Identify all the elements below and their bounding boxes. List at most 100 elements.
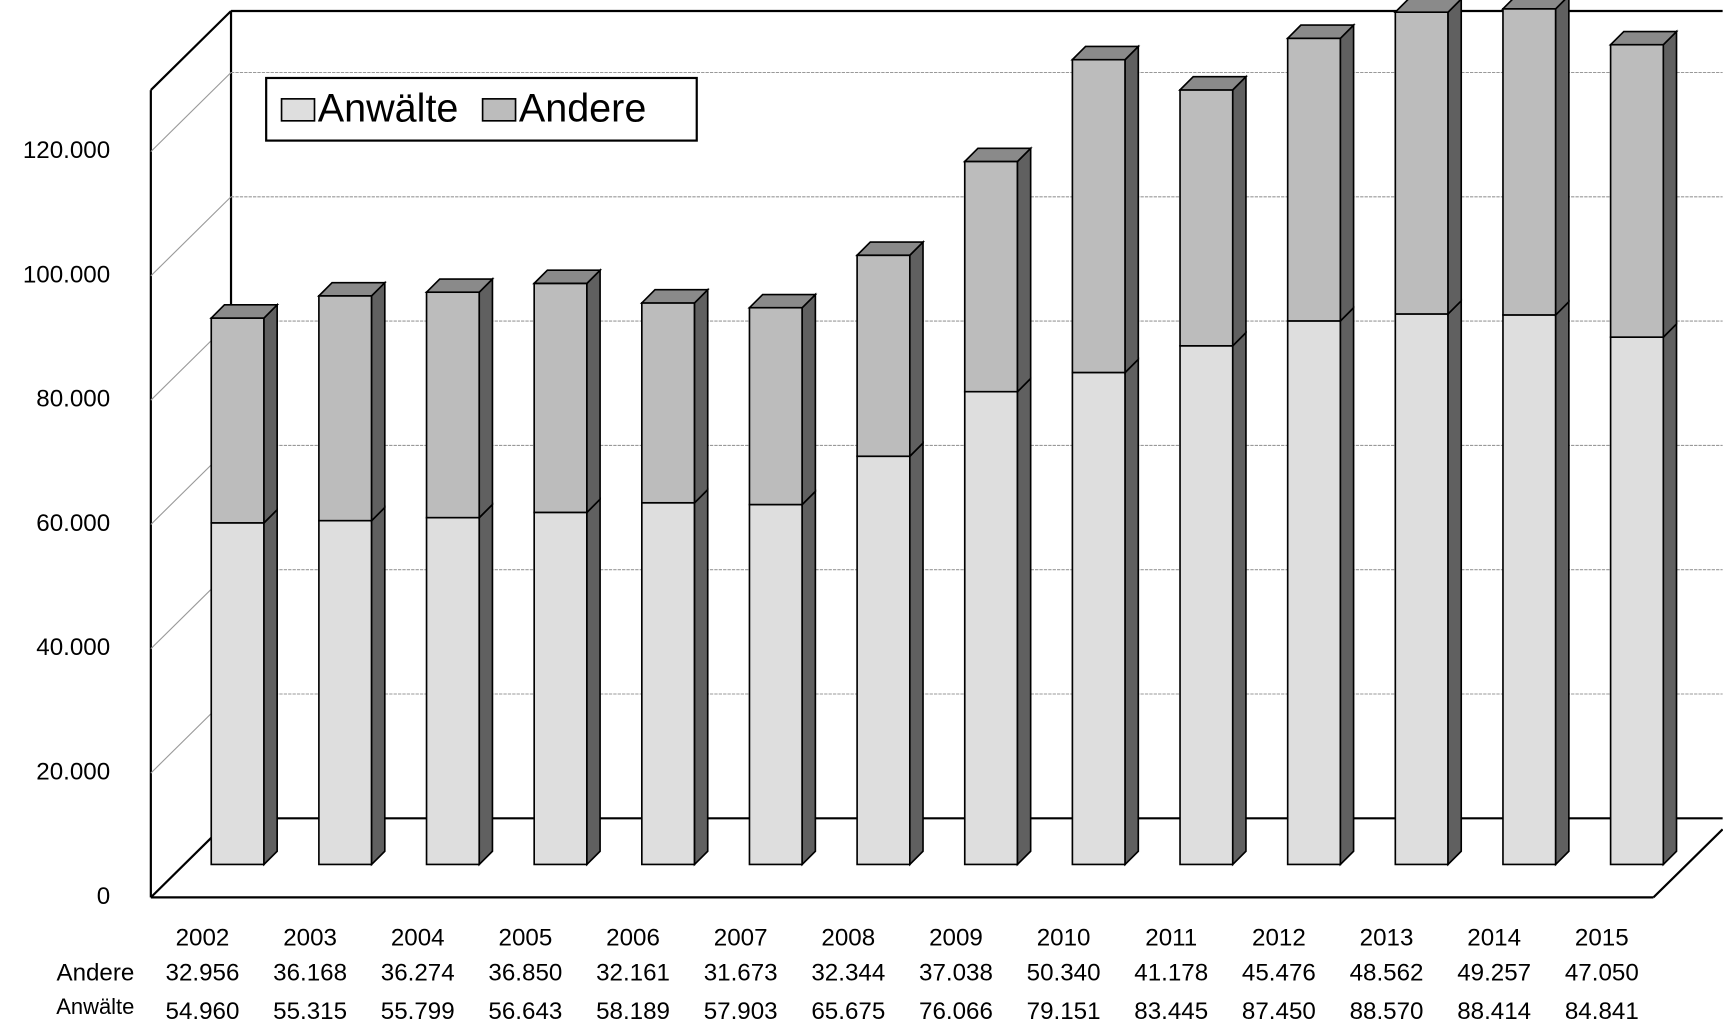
x-tick-label: 2008 [821,925,875,952]
bar-segment [210,317,265,524]
x-tick-label: 2013 [1360,925,1414,952]
floor-right [1652,828,1723,899]
x-tick-label: 2007 [714,925,768,952]
x-tick-label: 2005 [499,925,553,952]
bar-segment [1071,371,1126,866]
data-table: 2002 2003 2004 2005 2006 2007 2008 2009 2010 2011… [56,925,1639,1026]
bar-segment [1502,7,1557,316]
bar-side [909,240,924,459]
x-tick-label: 2003 [283,925,337,952]
table-value: 36.274 [381,960,455,987]
bar-top [639,288,710,304]
bar-segment [856,254,911,458]
plot-walls [149,9,1723,899]
bar-top [1285,24,1356,40]
table-value: 32.344 [811,960,885,987]
bar-top [962,147,1033,163]
bar-side [1339,305,1355,867]
table-value: 49.257 [1457,960,1531,987]
bar-side [1662,321,1678,867]
x-tick-label: 2006 [606,925,660,952]
side-wall-top [150,10,232,91]
bar-top [1608,30,1679,46]
table-value: 54.960 [166,998,240,1025]
table-value: 36.850 [488,960,562,987]
bar-segment [748,306,804,506]
table-value: 79.151 [1027,998,1101,1025]
bar-top [747,293,818,309]
bar-segment [1502,314,1557,866]
y-tick-label: 0 [97,883,110,910]
bar-segment [210,522,265,866]
bar-segment [1286,37,1342,322]
bar-top [316,281,387,297]
table-value: 48.562 [1350,960,1424,987]
bar-segment [1071,58,1126,374]
table-value: 37.038 [919,960,993,987]
bar-segment [1394,11,1449,315]
bar-side [909,441,924,867]
table-row-label: Andere [56,960,134,987]
table-value: 57.903 [704,998,778,1025]
bar-side [586,268,601,515]
x-tick-label: 2014 [1467,925,1521,952]
bar-segment [1394,313,1449,866]
y-tick-label: 80.000 [36,386,110,413]
bar-side [1124,44,1140,375]
bar-side [1447,0,1463,316]
bar-side [693,487,709,867]
x-tick-label: 2012 [1252,925,1306,952]
bar-side [1447,298,1463,867]
table-value: 45.476 [1242,960,1316,987]
bar-side [478,277,494,520]
table-value: 50.340 [1027,960,1101,987]
bar-segment [1286,320,1342,866]
table-value: 87.450 [1242,998,1316,1025]
bar-segment [1609,336,1665,866]
bar-segment [1179,89,1234,347]
bar-segment [533,282,588,514]
grid-line-side [150,196,232,277]
legend-label: Anwälte [318,86,459,130]
table-value: 83.445 [1134,998,1208,1025]
bar-segment [1179,344,1234,866]
bar-segment [856,455,911,866]
table-value: 32.956 [166,960,240,987]
bar-segment [748,503,804,866]
bar-top [424,278,495,294]
x-tick-label: 2015 [1575,925,1629,952]
bar-segment [318,295,373,522]
bar-side [586,497,601,867]
bar-side [370,505,386,867]
bar-side [1016,376,1032,867]
bar-side [370,280,386,523]
bar-top [1393,0,1462,13]
table-value: 32.161 [596,960,670,987]
table-value: 88.570 [1350,998,1424,1025]
bar-side [693,287,709,505]
grid-line-side [150,72,232,152]
y-tick-label: 120.000 [23,137,110,164]
legend-swatch [481,98,517,122]
y-tick-label: 60.000 [36,510,110,537]
bar-segment [425,516,481,866]
bar-segment [963,390,1019,866]
x-tick-label: 2009 [929,925,983,952]
bar-top [532,269,603,285]
table-value: 76.066 [919,998,993,1025]
bar-side [478,502,494,867]
x-tick-label: 2002 [176,925,230,952]
legend-box [265,76,698,142]
table-value: 47.050 [1565,960,1639,987]
bar-side [1231,74,1247,348]
bar-segment [318,519,373,866]
bar-top [855,241,925,257]
bar-top [1500,0,1566,10]
bar-segment [640,302,696,504]
bar-side [263,507,278,867]
x-tick-label: 2004 [391,925,445,952]
table-value: 55.315 [273,998,347,1025]
x-tick-label: 2011 [1145,925,1197,952]
bar-segment [1609,43,1665,338]
